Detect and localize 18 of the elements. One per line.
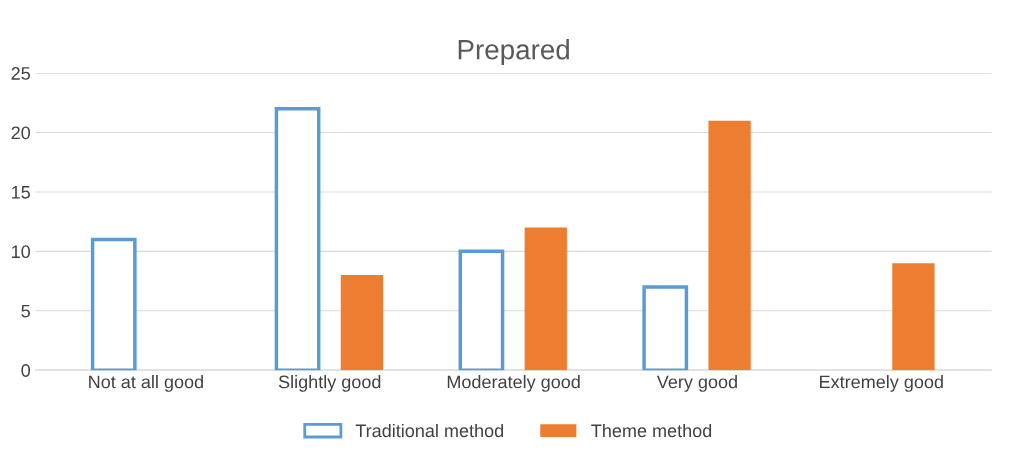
y-tick-label: 10 (12, 245, 31, 259)
y-tick-label: 20 (11, 126, 31, 140)
bar (708, 120, 751, 371)
x-tick-label: Moderately good (447, 375, 580, 392)
x-tick-label: Extremely good (820, 375, 943, 392)
legend-label: Traditional method (355, 423, 504, 438)
y-tick-label: 15 (12, 186, 30, 199)
legend-label: Theme method (591, 423, 712, 438)
chart-title: Prepared (458, 39, 569, 65)
x-tick-label: Slightly good (278, 375, 381, 392)
bar (524, 227, 567, 371)
x-tick-label: Very good (656, 375, 737, 392)
y-tick-label: 25 (11, 67, 30, 80)
y-tick-label: 5 (21, 304, 30, 318)
y-tick-label: 0 (21, 364, 31, 377)
bar (892, 263, 935, 371)
x-tick-label: Not at all good (89, 375, 203, 392)
bar (340, 275, 384, 371)
